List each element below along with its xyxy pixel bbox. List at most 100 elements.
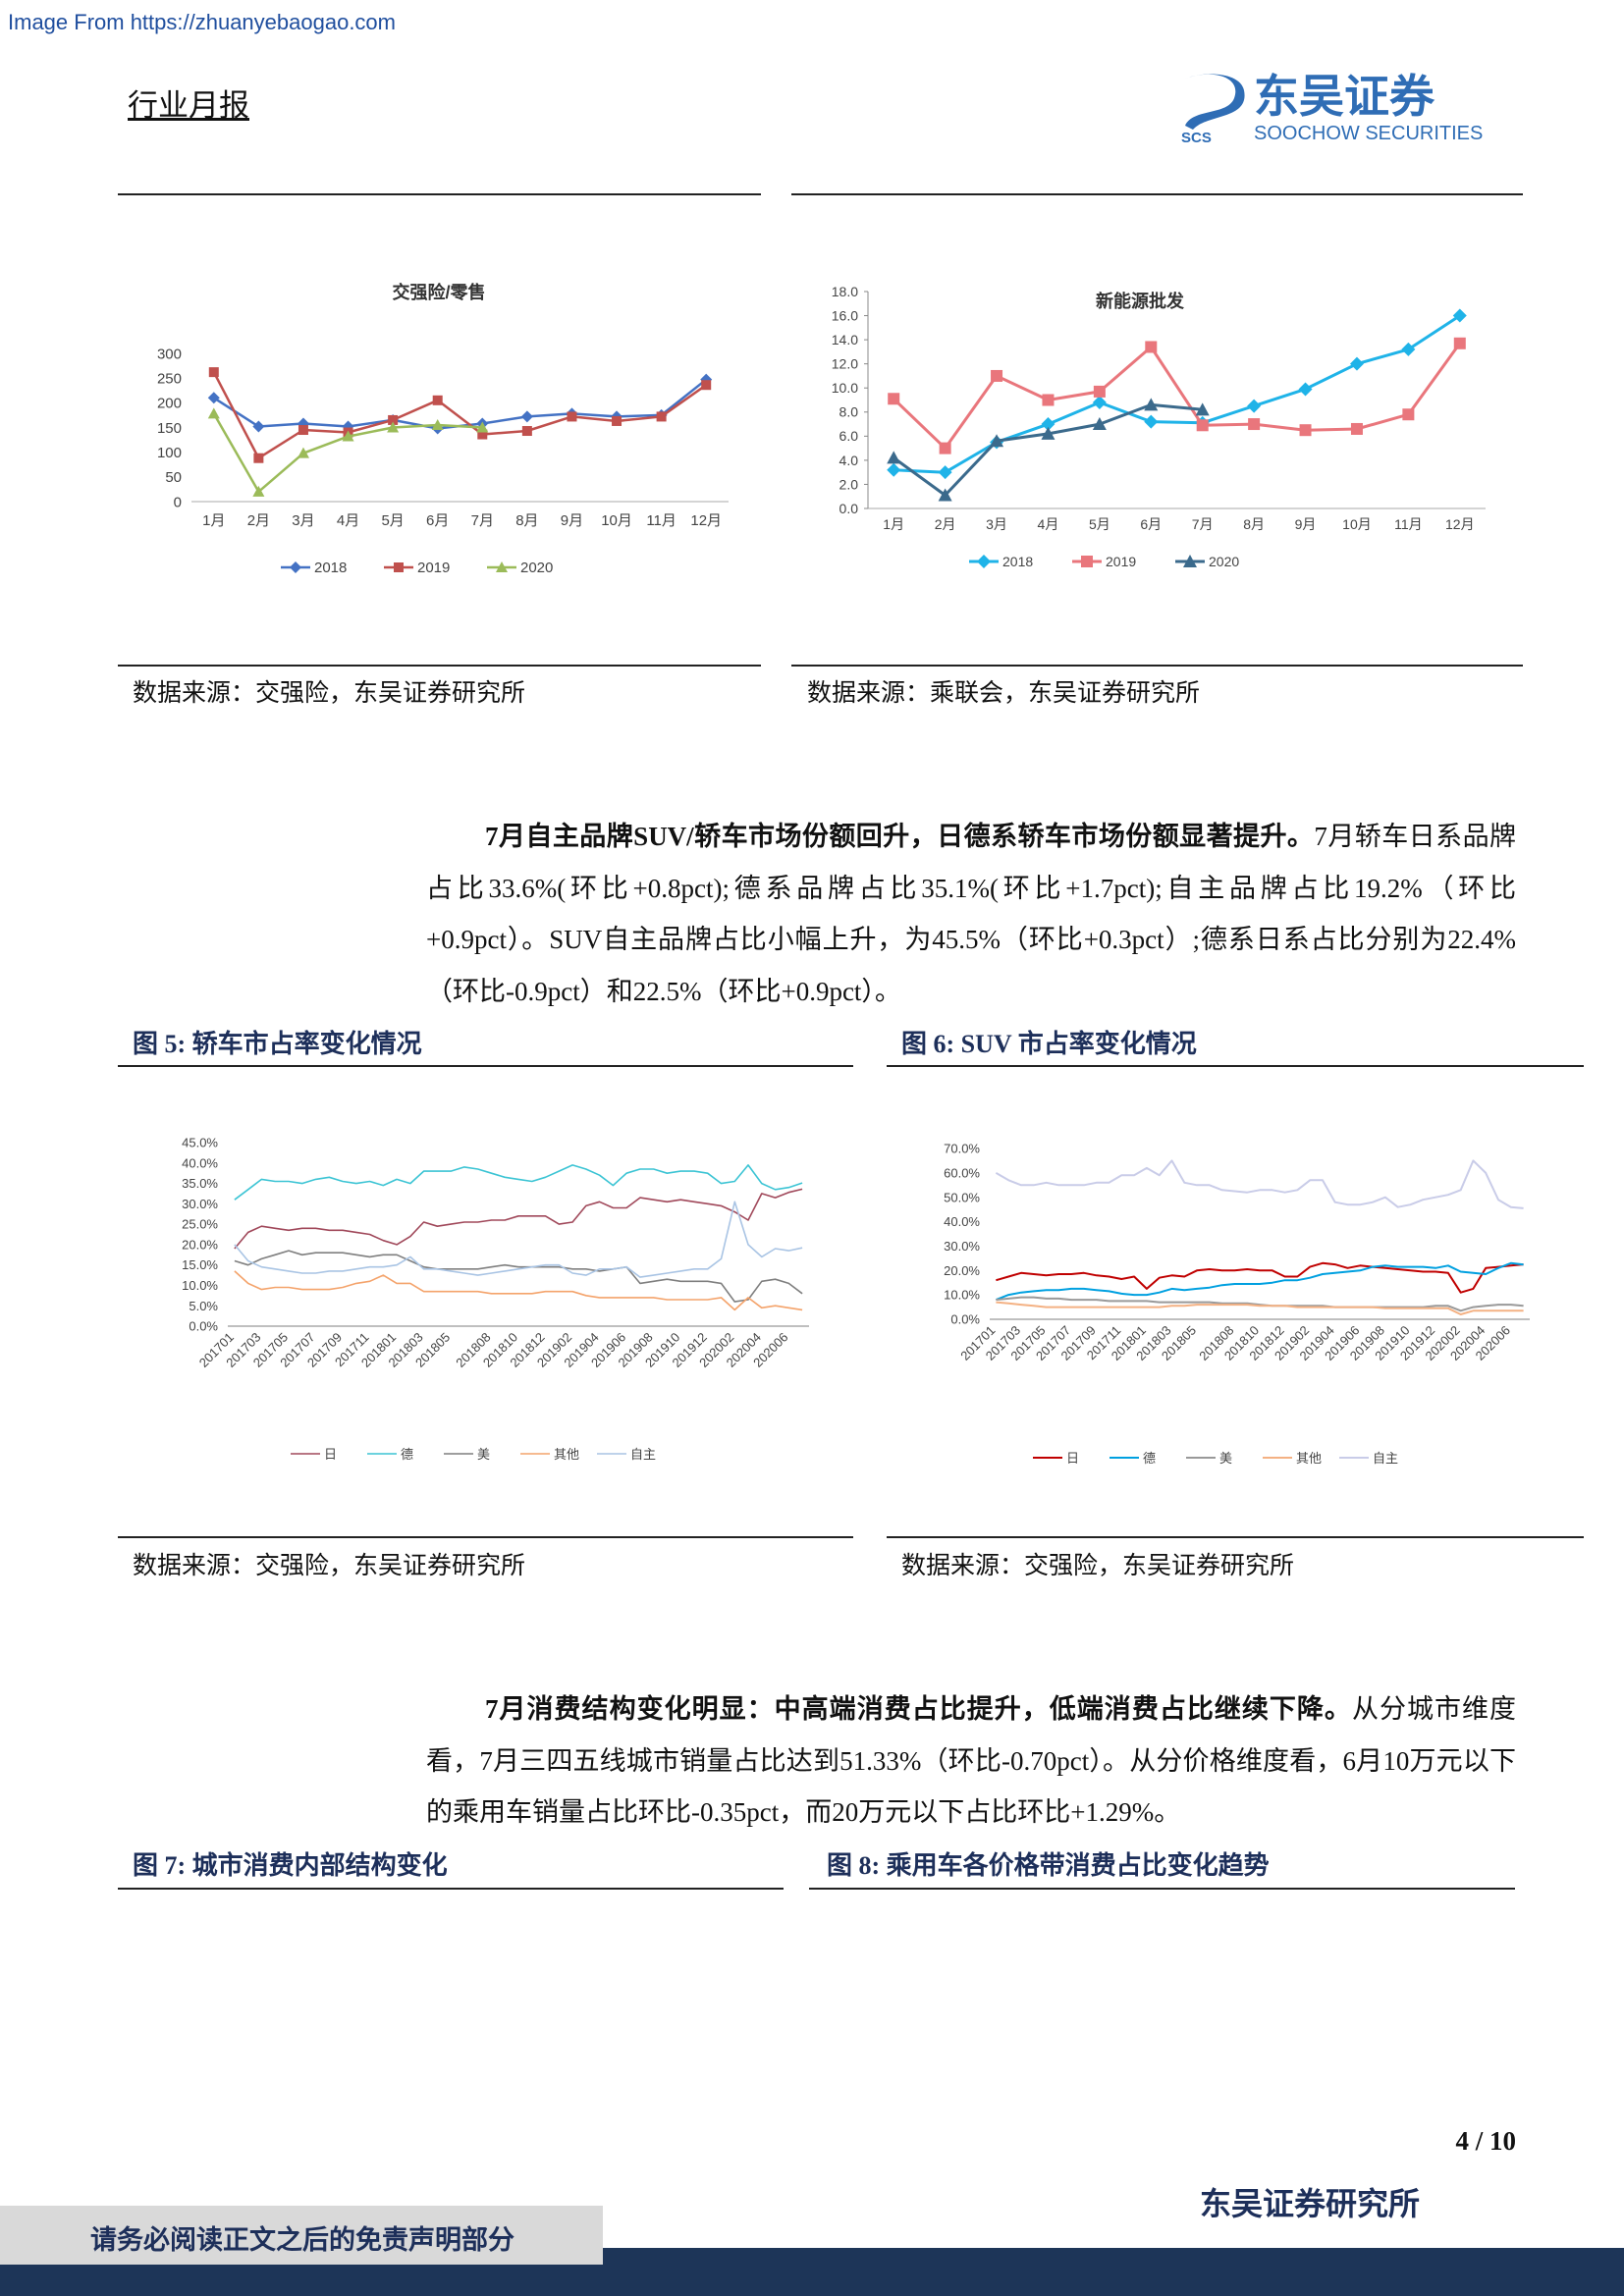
x-tick-label: 10月 — [1342, 516, 1372, 532]
x-tick-label: 7月 — [1192, 516, 1214, 532]
marker — [1092, 417, 1107, 431]
body: 7月轿车日系品牌占比33.6%(环比+0.8pct);德系品牌占比35.1%(环… — [426, 822, 1517, 1006]
x-tick-label: 12月 — [1445, 516, 1475, 532]
y-tick-label: 50 — [165, 469, 182, 486]
marker — [290, 561, 301, 573]
y-tick-label: 35.0% — [182, 1176, 218, 1191]
marker — [656, 411, 667, 422]
rule — [118, 1065, 853, 1067]
lead: 7月消费结构变化明显：中高端消费占比提升，低端消费占比继续下降。 — [485, 1694, 1352, 1724]
y-tick-label: 5.0% — [189, 1299, 218, 1313]
legend-label: 德 — [401, 1447, 413, 1462]
y-tick-label: 10.0% — [182, 1278, 218, 1293]
legend-label: 自主 — [1373, 1451, 1398, 1466]
marker — [1247, 399, 1262, 413]
y-tick-label: 16.0 — [832, 307, 858, 323]
x-tick-label: 2月 — [935, 516, 956, 532]
marker — [207, 392, 220, 404]
series-line — [213, 378, 707, 430]
rule — [791, 193, 1523, 195]
series-line — [234, 1164, 803, 1201]
caption: 图 7: 城市消费内部结构变化 — [133, 1851, 448, 1880]
y-tick-label: 45.0% — [182, 1136, 218, 1150]
x-tick-label: 10月 — [601, 512, 632, 529]
y-tick-label: 10.0 — [832, 380, 858, 396]
x-tick-label: 4月 — [1038, 516, 1059, 532]
x-tick-label: 1月 — [883, 516, 904, 532]
rule — [791, 665, 1523, 667]
x-tick-label: 3月 — [986, 516, 1007, 532]
marker — [1144, 398, 1159, 411]
marker — [207, 407, 220, 419]
x-tick-label: 9月 — [561, 512, 583, 529]
marker — [394, 562, 404, 572]
marker — [701, 380, 712, 391]
disclaimer-box — [0, 2206, 603, 2265]
legend-label: 其他 — [1296, 1451, 1322, 1466]
series-line — [893, 314, 1461, 474]
x-tick-label: 2月 — [247, 512, 270, 529]
y-tick-label: 100 — [157, 445, 182, 461]
y-tick-label: 40.0% — [182, 1155, 218, 1170]
y-tick-label: 30.0% — [944, 1239, 980, 1254]
marker — [1299, 424, 1312, 437]
rule — [887, 1536, 1584, 1538]
source: 数据来源：交强险，东吴证券研究所 — [133, 1553, 526, 1579]
y-tick-label: 25.0% — [182, 1217, 218, 1232]
series-line — [234, 1250, 803, 1303]
marker — [253, 453, 264, 463]
marker — [887, 451, 901, 464]
y-tick-label: 4.0 — [839, 453, 859, 468]
chart-title: 交强险/零售 — [392, 282, 485, 302]
marker — [387, 421, 400, 433]
marker — [496, 561, 508, 572]
paragraph: 7月消费结构变化明显：中高端消费占比提升，低端消费占比继续下降。从分城市维度看，… — [426, 1683, 1516, 1839]
y-tick-label: 50.0% — [944, 1190, 980, 1204]
marker — [1092, 395, 1107, 409]
marker — [1195, 402, 1210, 416]
marker — [208, 367, 219, 378]
y-tick-label: 250 — [157, 370, 182, 387]
marker — [1081, 556, 1093, 567]
marker — [432, 395, 443, 405]
marker — [1196, 419, 1209, 432]
y-tick-label: 30.0% — [182, 1197, 218, 1211]
marker — [939, 442, 951, 454]
series-line — [996, 1261, 1524, 1294]
logo-en: SOOCHOW SECURITIES — [1254, 123, 1483, 144]
x-tick-label: 12月 — [690, 512, 722, 529]
y-tick-label: 14.0 — [832, 332, 858, 347]
marker — [887, 462, 901, 477]
marker — [1041, 417, 1056, 432]
y-tick-label: 200 — [157, 396, 182, 412]
legend-label: 2018 — [314, 560, 347, 576]
marker — [1453, 337, 1466, 349]
rule — [118, 193, 761, 195]
y-tick-label: 15.0% — [182, 1257, 218, 1272]
y-tick-label: 60.0% — [944, 1165, 980, 1180]
x-tick-label: 11月 — [646, 512, 677, 529]
x-tick-label: 3月 — [292, 512, 314, 529]
body: 从分城市维度看，7月三四五线城市销量占比达到51.33%（环比-0.70pct）… — [426, 1694, 1517, 1827]
x-tick-label: 8月 — [1243, 516, 1265, 532]
marker — [1042, 394, 1055, 406]
logo-icon — [1185, 74, 1245, 130]
y-tick-label: 12.0 — [832, 356, 858, 372]
rule — [118, 1536, 853, 1538]
series-line — [995, 1159, 1524, 1209]
marker — [1452, 308, 1467, 323]
series-line — [996, 1296, 1524, 1312]
marker — [1401, 342, 1416, 356]
marker — [1183, 555, 1197, 567]
report-type: 行业月报 — [128, 88, 249, 123]
legend-label: 2019 — [1106, 554, 1136, 569]
y-tick-label: 6.0 — [839, 428, 859, 444]
x-tick-label: 1月 — [202, 512, 225, 529]
legend-label: 2019 — [417, 560, 450, 576]
marker — [1093, 385, 1106, 398]
rule — [887, 1065, 1584, 1067]
marker — [1041, 426, 1056, 440]
marker — [1144, 414, 1159, 429]
caption: 图 5: 轿车市占率变化情况 — [133, 1030, 422, 1058]
